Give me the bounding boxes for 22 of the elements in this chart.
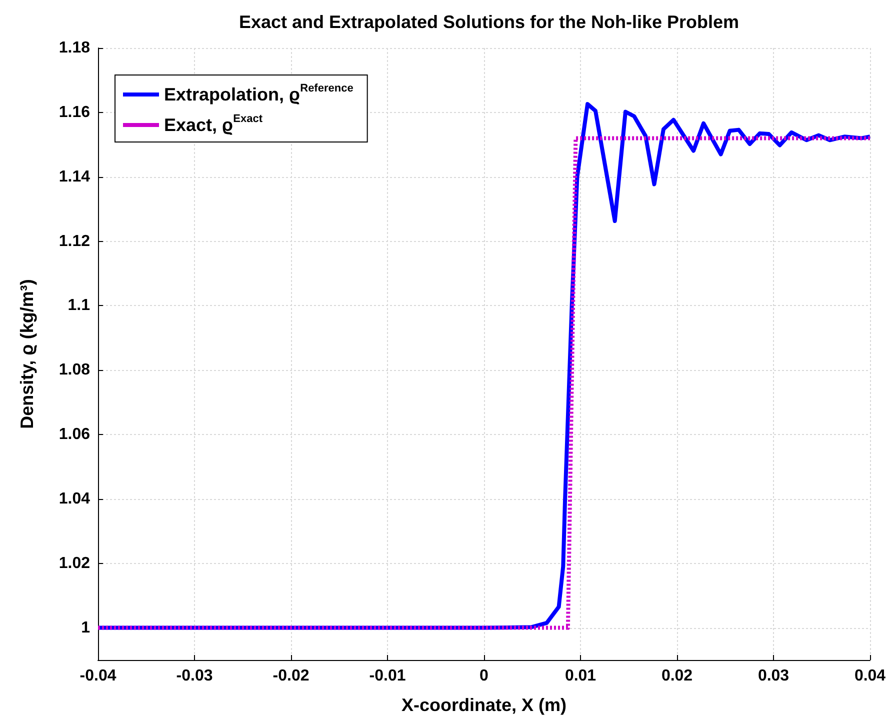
- y-tick-label: 1.02: [58, 554, 90, 572]
- y-tick-label: 1.06: [58, 426, 90, 444]
- y-tick-label: 1: [81, 619, 90, 636]
- y-tick-label: 1.08: [58, 362, 90, 379]
- y-tick-label: 1.1: [68, 297, 90, 314]
- x-tick-label: -0.02: [272, 668, 310, 684]
- y-tick-label: 1.12: [58, 232, 90, 250]
- x-tick-label: 0.02: [661, 668, 693, 684]
- x-tick-label: 0.03: [758, 668, 790, 684]
- y-tick-label: 1.18: [58, 40, 90, 56]
- y-tick-label: 1.16: [58, 104, 90, 121]
- chart-title: Exact and Extrapolated Solutions for the Noh-like Problem: [238, 12, 740, 32]
- x-tick-label: -0.04: [80, 668, 116, 684]
- x-tick-label: 0.01: [564, 668, 596, 684]
- x-tick-label: 0.04: [854, 668, 886, 684]
- y-tick-label: 1.04: [58, 490, 90, 508]
- y-axis-title: Density, ϱ (kg/m³): [17, 279, 37, 429]
- x-axis-title: X-coordinate, X (m): [401, 695, 567, 715]
- x-tick-label: -0.03: [176, 668, 213, 684]
- y-tick-label: 1.14: [58, 168, 90, 186]
- x-tick-label: 0: [480, 668, 489, 684]
- x-tick-label: -0.01: [369, 668, 406, 684]
